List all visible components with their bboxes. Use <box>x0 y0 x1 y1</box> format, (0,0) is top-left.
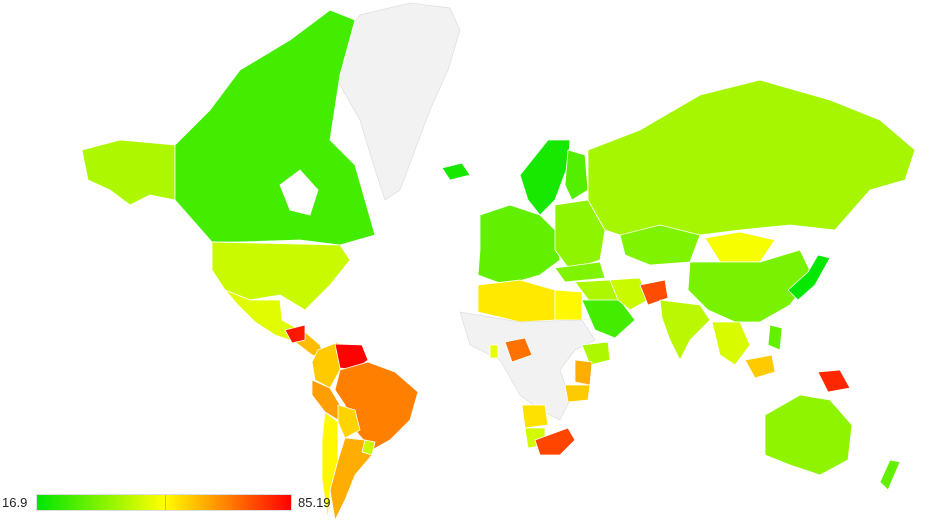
region-iceland[interactable] <box>441 162 471 181</box>
region-alaska[interactable] <box>81 139 176 206</box>
region-russia[interactable] <box>587 79 916 241</box>
region-bolivia[interactable] <box>337 404 361 439</box>
region-afghanistan[interactable] <box>639 279 669 306</box>
region-hudson-bay <box>279 169 319 216</box>
legend-mid-marker <box>165 495 166 510</box>
region-philippines[interactable] <box>767 324 783 351</box>
region-mongolia[interactable] <box>704 231 776 263</box>
region-honduras[interactable] <box>284 324 306 344</box>
region-scandinavia[interactable] <box>519 139 571 216</box>
region-usa[interactable] <box>211 241 351 311</box>
region-tanzania[interactable] <box>564 384 591 403</box>
region-finland[interactable] <box>564 149 589 201</box>
region-egypt[interactable] <box>554 289 583 321</box>
legend-min-label: 16.9 <box>2 495 28 510</box>
region-angola[interactable] <box>521 404 549 429</box>
region-australia[interactable] <box>764 394 853 476</box>
region-ethiopia[interactable] <box>581 341 611 366</box>
region-china[interactable] <box>687 249 813 323</box>
region-new-guinea[interactable] <box>817 369 851 393</box>
region-north-africa[interactable] <box>477 279 556 323</box>
region-saudi-arabia[interactable] <box>581 299 636 339</box>
region-southeast-asia[interactable] <box>711 321 751 366</box>
legend-gradient-bar <box>36 494 292 511</box>
region-india[interactable] <box>659 299 711 361</box>
region-greenland[interactable] <box>334 2 461 201</box>
region-kenya[interactable] <box>574 359 593 386</box>
legend-max-label: 85.19 <box>298 495 331 510</box>
region-south-africa[interactable] <box>534 427 576 456</box>
region-ghana[interactable] <box>489 344 499 359</box>
color-scale-legend: 16.9 85.19 <box>0 492 340 514</box>
region-borneo[interactable] <box>744 354 776 379</box>
region-new-zealand[interactable] <box>879 459 901 491</box>
region-nigeria[interactable] <box>504 337 533 363</box>
region-japan[interactable] <box>787 254 831 301</box>
region-turkey[interactable] <box>554 261 606 283</box>
region-canada[interactable] <box>174 9 376 246</box>
region-chile[interactable] <box>321 411 339 520</box>
region-uruguay[interactable] <box>361 439 376 456</box>
region-iran[interactable] <box>609 277 649 311</box>
region-western-europe[interactable] <box>477 204 561 286</box>
